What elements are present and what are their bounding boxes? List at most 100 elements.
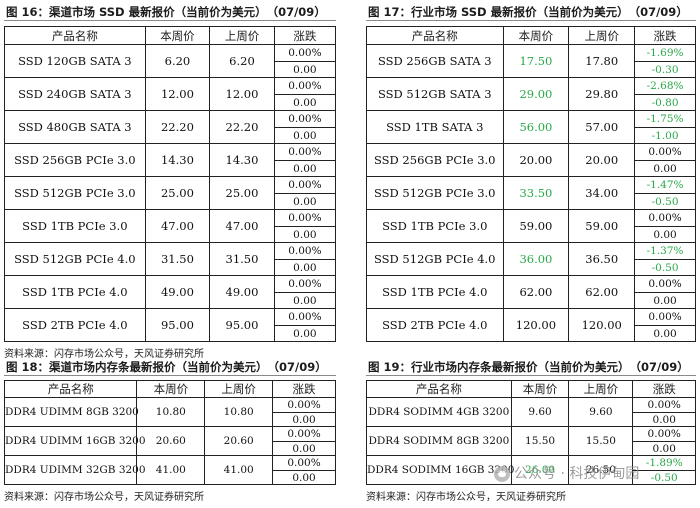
header-this-week: 本周价 [144, 26, 211, 45]
change-percent: 0.00% [288, 245, 322, 257]
change-amount: 0.00 [273, 441, 335, 455]
change-percent: 0.00% [288, 278, 322, 290]
change-percent: 0.00% [288, 212, 322, 224]
table-row: DDR4 SODIMM 16GB 3200 26.00 26.50 -1.89% -0.… [366, 455, 696, 485]
this-week-price-cell: 20.60 [136, 426, 206, 456]
figure-17-title: 图 17：行业市场 SSD 最新报价（当前价为美元） （07/09） [368, 5, 688, 19]
title-rule [4, 375, 336, 376]
this-week-price-cell: 31.50 [144, 242, 211, 276]
last-week-price-cell: 62.00 [568, 275, 636, 309]
change-cell: 0.00% 0.00 [272, 397, 336, 427]
this-week-price-cell: 15.50 [510, 426, 570, 456]
header-change: 涨跌 [273, 26, 337, 45]
change-percent: -1.47% [646, 179, 684, 191]
this-week-price-cell: 47.00 [144, 209, 211, 243]
this-week-price-cell: 49.00 [144, 275, 211, 309]
change-amount: -0.50 [635, 193, 695, 209]
product-name-cell: DDR4 UDIMM 16GB 3200 [3, 426, 146, 456]
table-row: SSD 512GB PCIe 3.0 33.50 34.00 -1.47% -0.50 [366, 176, 696, 210]
product-name-cell: DDR4 SODIMM 4GB 3200 [366, 397, 512, 427]
this-week-price-cell: 12.00 [144, 77, 211, 111]
change-amount: 0.00 [273, 470, 335, 484]
change-amount: 0.00 [635, 226, 695, 242]
this-week-price-cell: 25.00 [144, 176, 211, 210]
table-row: SSD 240GB SATA 3 12.00 12.00 0.00% 0.00 [4, 77, 337, 111]
change-percent: 0.00% [647, 399, 681, 411]
last-week-price-cell: 31.50 [209, 242, 275, 276]
this-week-price-cell: 22.20 [144, 110, 211, 144]
header-change: 涨跌 [632, 380, 696, 398]
last-week-price-cell: 12.00 [209, 77, 275, 111]
change-amount: 0.00 [274, 259, 335, 275]
this-week-price-cell: 17.50 [502, 44, 570, 78]
product-name-cell: SSD 1TB PCIe 3.0 [366, 209, 504, 243]
change-amount: -0.50 [635, 259, 695, 275]
header-this-week: 本周价 [136, 380, 206, 398]
change-cell: 0.00% 0.00 [634, 143, 696, 177]
product-name-cell: SSD 256GB SATA 3 [366, 44, 504, 78]
product-name-cell: SSD 512GB PCIe 4.0 [366, 242, 504, 276]
this-week-price-cell: 29.00 [502, 77, 570, 111]
table-row: DDR4 UDIMM 32GB 3200 41.00 41.00 0.00% 0.00 [3, 455, 336, 485]
change-percent: -1.89% [645, 457, 683, 469]
this-week-price-cell: 41.00 [136, 455, 206, 485]
last-week-price-cell: 41.00 [204, 455, 274, 485]
change-cell: 0.00% 0.00 [273, 242, 337, 276]
last-week-price-cell: 49.00 [209, 275, 275, 309]
change-cell: 0.00% 0.00 [272, 455, 336, 485]
table-row: DDR4 SODIMM 4GB 3200 9.60 9.60 0.00% 0.00 [366, 397, 696, 427]
table-row: SSD 512GB PCIe 3.0 25.00 25.00 0.00% 0.00 [4, 176, 337, 210]
change-cell: 0.00% 0.00 [272, 426, 336, 456]
product-name-cell: SSD 512GB PCIe 3.0 [366, 176, 504, 210]
change-percent: 0.00% [287, 428, 321, 440]
change-cell: 0.00% 0.00 [273, 77, 337, 111]
figure-16: 图 16：渠道市场 SSD 最新报价（当前价为美元） （07/09） 产品名称 … [4, 4, 337, 360]
last-week-price-cell: 57.00 [568, 110, 636, 144]
product-name-cell: DDR4 UDIMM 8GB 3200 [3, 397, 139, 427]
this-week-price-cell: 10.80 [136, 397, 206, 427]
figure-18-title: 图 18：渠道市场内存条最新报价（当前价为美元） （07/09） [6, 360, 327, 374]
figure-17: 图 17：行业市场 SSD 最新报价（当前价为美元） （07/09） 产品名称 … [366, 4, 696, 342]
table-header-row: 产品名称 本周价 上周价 涨跌 [3, 380, 336, 398]
change-amount: -0.30 [635, 61, 695, 77]
change-amount: 0.00 [274, 325, 335, 341]
last-week-price-cell: 10.80 [204, 397, 274, 427]
change-amount: -0.50 [633, 470, 695, 484]
this-week-price-cell: 62.00 [502, 275, 570, 309]
figure-16-title: 图 16：渠道市场 SSD 最新报价（当前价为美元） （07/09） [6, 5, 326, 19]
this-week-price-cell: 33.50 [502, 176, 570, 210]
change-amount: 0.00 [273, 412, 335, 426]
last-week-price-cell: 17.80 [568, 44, 636, 78]
change-percent: 0.00% [287, 399, 321, 411]
product-name-cell: SSD 480GB SATA 3 [4, 110, 146, 144]
table-row: SSD 2TB PCIe 4.0 95.00 95.00 0.00% 0.00 [4, 308, 337, 342]
this-week-price-cell: 36.00 [502, 242, 570, 276]
header-this-week: 本周价 [502, 26, 570, 45]
title-rule [366, 375, 696, 376]
change-percent: 0.00% [287, 457, 321, 469]
change-percent: -1.75% [646, 113, 684, 125]
product-name-cell: SSD 120GB SATA 3 [4, 44, 146, 78]
change-amount: -0.80 [635, 94, 695, 110]
change-percent: 0.00% [648, 311, 682, 323]
figure-19-title: 图 19：行业市场内存条最新报价（当前价为美元） （07/09） [368, 360, 689, 374]
watermark: 公众号 · 科技伊甸园 [494, 463, 639, 483]
change-amount: 0.00 [274, 226, 335, 242]
table-row: SSD 256GB PCIe 3.0 20.00 20.00 0.00% 0.00 [366, 143, 696, 177]
last-week-price-cell: 120.00 [568, 308, 636, 342]
last-week-price-cell: 15.50 [568, 426, 634, 456]
this-week-price-cell: 59.00 [502, 209, 570, 243]
table-header-row: 产品名称 本周价 上周价 涨跌 [4, 26, 337, 45]
table-row: SSD 256GB PCIe 3.0 14.30 14.30 0.00% 0.00 [4, 143, 337, 177]
change-cell: 0.00% 0.00 [273, 275, 337, 309]
product-name-cell: SSD 256GB PCIe 3.0 [366, 143, 504, 177]
change-amount: 0.00 [274, 160, 335, 176]
change-percent: 0.00% [288, 47, 322, 59]
table-row: SSD 1TB PCIe 4.0 49.00 49.00 0.00% 0.00 [4, 275, 337, 309]
table-row: DDR4 SODIMM 8GB 3200 15.50 15.50 0.00% 0.00 [366, 426, 696, 456]
change-amount: 0.00 [274, 292, 335, 308]
this-week-price-cell: 95.00 [144, 308, 211, 342]
last-week-price-cell: 25.00 [209, 176, 275, 210]
last-week-price-cell: 34.00 [568, 176, 636, 210]
this-week-price-cell: 20.00 [502, 143, 570, 177]
